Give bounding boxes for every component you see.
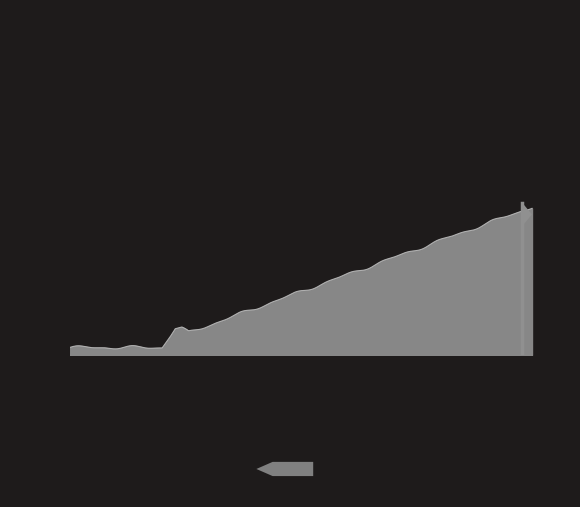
- Polygon shape: [522, 203, 532, 226]
- Polygon shape: [256, 462, 313, 476]
